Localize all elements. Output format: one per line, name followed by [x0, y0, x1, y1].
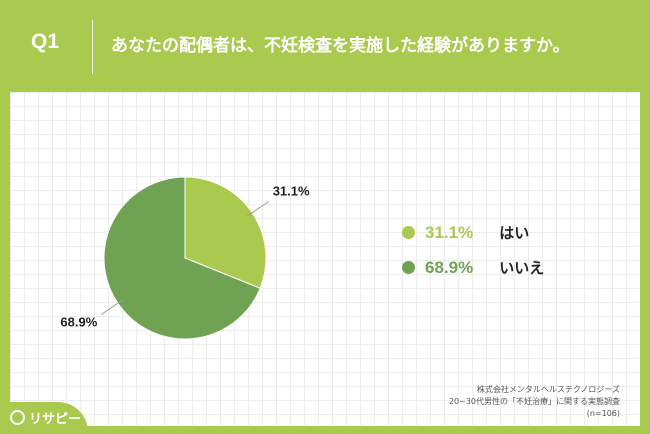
legend-item-no: 68.9% いいえ [402, 257, 544, 278]
leader-line-no [101, 299, 124, 315]
slice-label-yes: 31.1% [273, 183, 310, 198]
source-sample: (n=106) [586, 409, 620, 418]
source-note: 株式会社メンタルヘルステクノロジーズ 20~30代男性の「不妊治療」に関する実態… [449, 384, 620, 420]
leader-line-yes [246, 201, 269, 217]
logo-text: リサピー [29, 412, 82, 427]
question-number: Q1 [31, 30, 60, 53]
legend-marker-no [402, 261, 415, 274]
legend-value-yes: 31.1% [425, 222, 474, 242]
header-divider [92, 20, 93, 74]
legend-value-no: 68.9% [425, 257, 474, 277]
logo: リサピー [0, 402, 88, 434]
legend-item-yes: 31.1% はい [402, 222, 529, 243]
source-survey: 20~30代男性の「不妊治療」に関する実態調査 [448, 397, 620, 406]
slice-label-no: 68.9% [60, 315, 97, 330]
legend-marker-yes [402, 226, 415, 239]
source-company: 株式会社メンタルヘルステクノロジーズ [476, 385, 620, 394]
legend-label-no: いいえ [499, 259, 545, 277]
pin-icon [10, 410, 25, 425]
question-title: あなたの配偶者は、不妊検査を実施した経験がありますか。 [111, 36, 570, 56]
header: Q1 あなたの配偶者は、不妊検査を実施した経験がありますか。 [0, 0, 650, 92]
legend-label-yes: はい [499, 224, 530, 242]
